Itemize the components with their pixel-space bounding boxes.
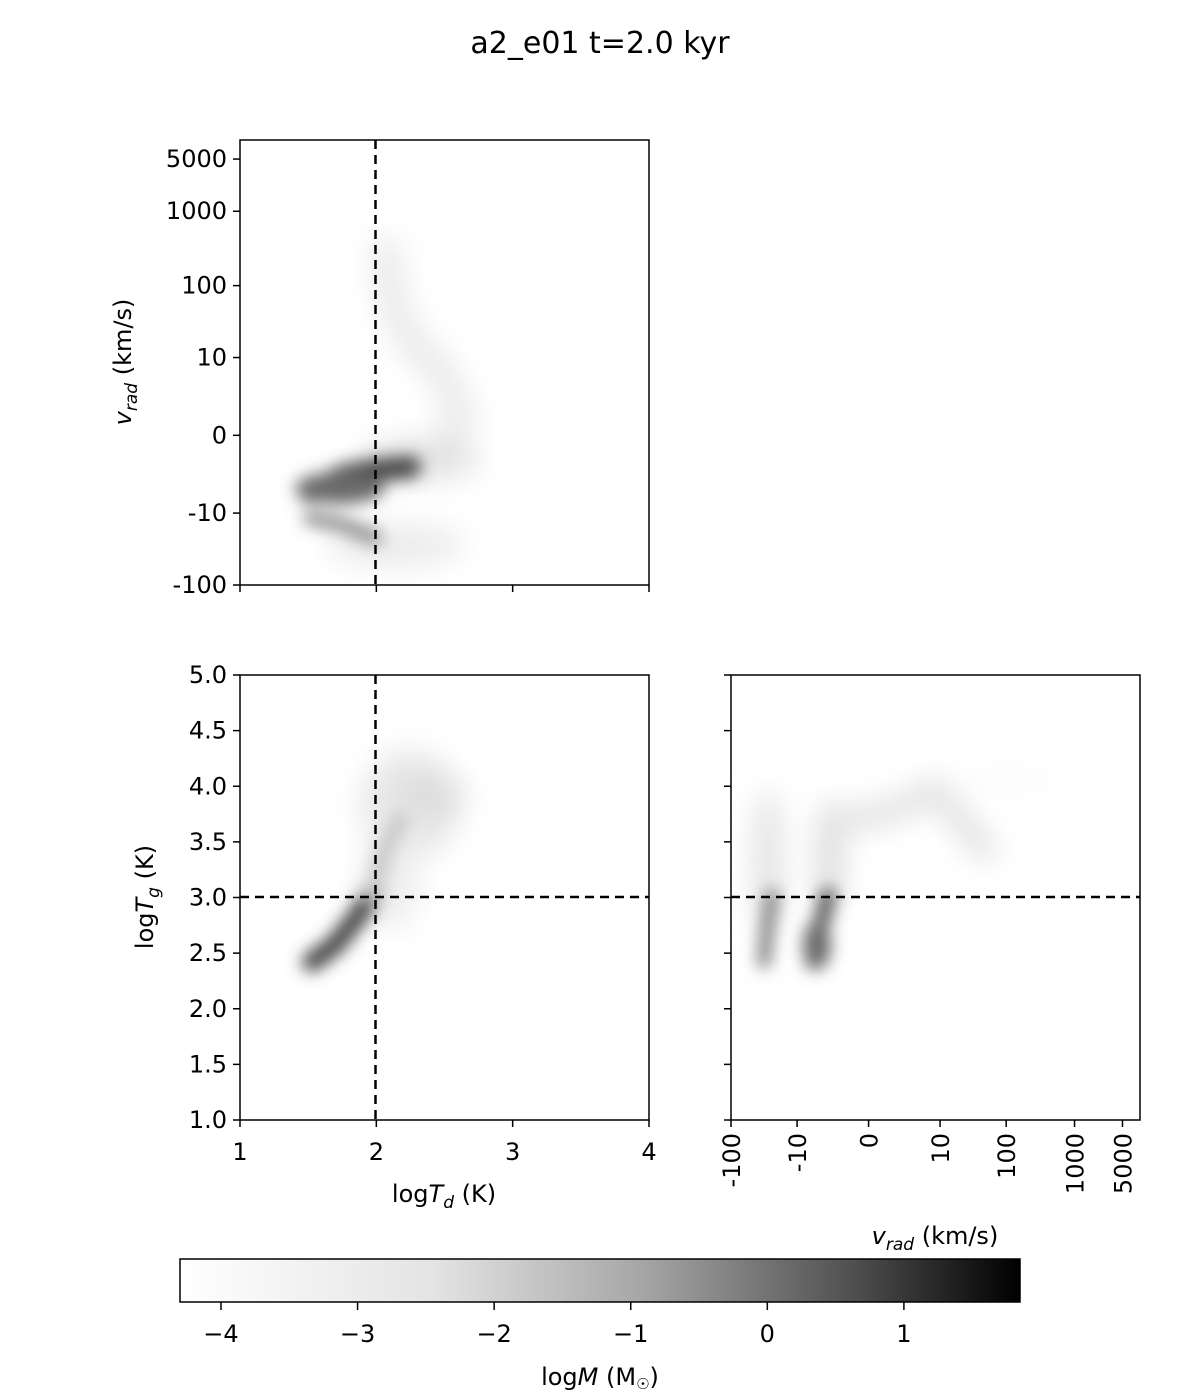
- colorbar-tick-label: −1: [613, 1320, 648, 1348]
- panel-bottom-right: -100 -10 0 10 100 1000 5000 vrad (km/s): [718, 674, 1141, 1255]
- colorbar: −4 −3 −2 −1 0 1 logM (M☉): [179, 1258, 1021, 1393]
- density-core-negative: [303, 511, 382, 545]
- density-hot-arm: [395, 770, 465, 820]
- density-bottom-left: [302, 750, 465, 972]
- x-axis-ticks: 1 2 3 4: [232, 1120, 657, 1166]
- x-tick-label: 5000: [1109, 1133, 1137, 1194]
- y-tick-label: 2.5: [189, 939, 227, 967]
- x-tick-label: 1: [232, 1138, 247, 1166]
- density-plateau: [828, 775, 997, 862]
- x-axis-ticks: -100 -10 0 10 100 1000 5000: [718, 1120, 1137, 1194]
- density-right-core-glow: [803, 920, 831, 970]
- y-tick-label: 4.5: [189, 717, 227, 745]
- x-tick-label: 1000: [1062, 1133, 1090, 1194]
- colorbar-tick-label: 0: [760, 1320, 775, 1348]
- colorbar-gradient: [179, 1258, 1021, 1303]
- y-axis-label: logTg (K): [131, 845, 164, 949]
- colorbar-ticks: −4 −3 −2 −1 0 1: [203, 1302, 912, 1348]
- colorbar-label: logM (M☉): [541, 1363, 659, 1393]
- density-core-positive-glow: [295, 472, 385, 504]
- density-wisp: [370, 238, 476, 480]
- density-main-ridge: [302, 883, 383, 972]
- y-axis-ticks: [724, 674, 731, 1121]
- y-tick-label: -100: [173, 571, 227, 599]
- y-tick-label: 5000: [166, 145, 227, 173]
- x-tick-label: -10: [784, 1133, 812, 1172]
- x-tick-label: 10: [927, 1133, 955, 1164]
- density-top-left: [295, 238, 480, 567]
- y-tick-label: 1000: [166, 197, 227, 225]
- density-left-core: [757, 888, 779, 969]
- y-tick-label: 2.0: [189, 995, 227, 1023]
- colorbar-tick-label: −4: [203, 1320, 238, 1348]
- panel-bottom-left: 1.0 1.5 2.0 2.5 3.0 3.5 4.0 4.5 5.0 1 2 3 4 logTd (…: [131, 661, 657, 1213]
- x-tick-label: 4: [641, 1138, 656, 1166]
- x-tick-label: 0: [856, 1133, 884, 1148]
- y-tick-label: 1.0: [189, 1106, 227, 1134]
- axes-frame: [239, 139, 650, 586]
- y-tick-label: 3.0: [189, 884, 227, 912]
- y-tick-label: 1.5: [189, 1050, 227, 1078]
- colorbar-tick-label: 1: [896, 1320, 911, 1348]
- density-upper-ridge: [365, 812, 408, 901]
- y-tick-label: 3.5: [189, 828, 227, 856]
- x-axis-label: vrad (km/s): [872, 1222, 999, 1255]
- x-tick-label: 2: [369, 1138, 384, 1166]
- colorbar-tick-label: −3: [340, 1320, 375, 1348]
- x-axis-ticks: [239, 585, 650, 592]
- x-tick-label: 100: [993, 1133, 1021, 1179]
- y-tick-label: 100: [181, 272, 227, 300]
- y-tick-label: -10: [188, 499, 227, 527]
- density-bottom-right: [752, 775, 1055, 970]
- figure-title: a2_e01 t=2.0 kyr: [470, 26, 730, 61]
- y-tick-label: 4.0: [189, 772, 227, 800]
- y-axis-ticks: 1.0 1.5 2.0 2.5 3.0 3.5 4.0 4.5 5.0: [189, 661, 240, 1134]
- x-tick-label: 3: [505, 1138, 520, 1166]
- y-tick-label: 0: [212, 421, 227, 449]
- y-tick-label: 5.0: [189, 661, 227, 689]
- y-axis-label: vrad (km/s): [109, 299, 142, 426]
- colorbar-tick-label: −2: [476, 1320, 511, 1348]
- y-tick-label: 10: [196, 344, 227, 372]
- x-tick-label: -100: [718, 1133, 746, 1187]
- x-axis-label: logTd (K): [392, 1180, 496, 1213]
